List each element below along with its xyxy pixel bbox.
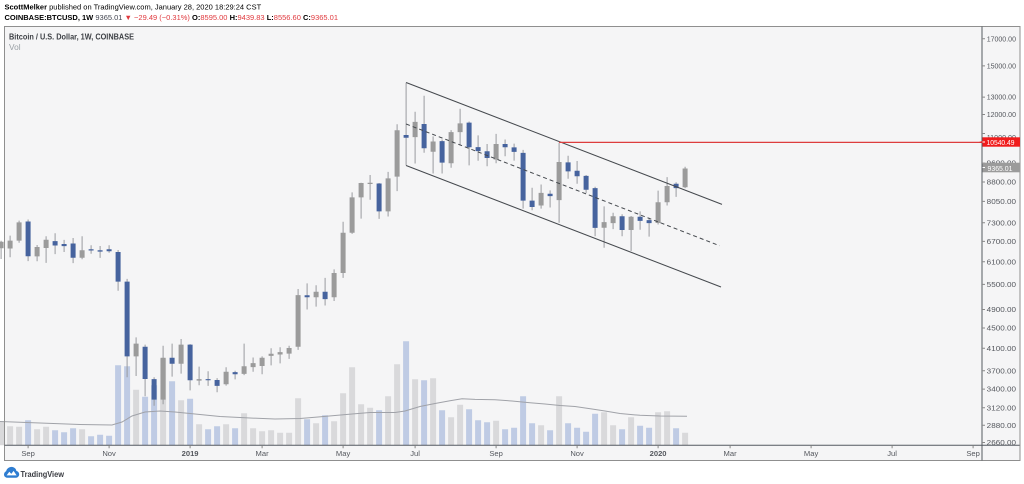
- svg-text:12000.00: 12000.00: [987, 110, 1016, 119]
- svg-text:8050.00: 8050.00: [987, 197, 1016, 206]
- svg-text:2660.00: 2660.00: [987, 438, 1016, 447]
- svg-text:7300.00: 7300.00: [987, 218, 1016, 227]
- svg-text:4100.00: 4100.00: [987, 344, 1016, 353]
- svg-text:3120.00: 3120.00: [987, 403, 1016, 412]
- svg-text:4900.00: 4900.00: [987, 305, 1016, 314]
- svg-text:Vol: Vol: [9, 42, 21, 52]
- svg-text:Jul: Jul: [410, 449, 420, 458]
- svg-text:COINBASE:BTCUSD, 1W 9365.01 ▼: COINBASE:BTCUSD, 1W 9365.01 ▼ −29.49 (−0…: [5, 13, 339, 22]
- svg-text:10540.49: 10540.49: [987, 138, 1015, 147]
- svg-text:9365.01: 9365.01: [988, 164, 1013, 173]
- svg-text:6700.00: 6700.00: [987, 237, 1016, 246]
- svg-text:2019: 2019: [182, 449, 199, 458]
- svg-text:Nov: Nov: [570, 449, 584, 458]
- svg-text:Mar: Mar: [724, 449, 738, 458]
- svg-text:15000.00: 15000.00: [987, 62, 1016, 71]
- svg-text:3400.00: 3400.00: [987, 385, 1016, 394]
- svg-text:Jul: Jul: [887, 449, 897, 458]
- svg-text:Mar: Mar: [256, 449, 270, 458]
- svg-text:May: May: [336, 449, 351, 458]
- svg-text:Sep: Sep: [966, 449, 980, 458]
- svg-text:3700.00: 3700.00: [987, 366, 1016, 375]
- svg-text:TradingView: TradingView: [21, 469, 65, 479]
- svg-text:Nov: Nov: [102, 449, 116, 458]
- svg-text:17000.00: 17000.00: [987, 34, 1016, 43]
- svg-text:8800.00: 8800.00: [987, 178, 1016, 187]
- svg-text:2880.00: 2880.00: [987, 421, 1016, 430]
- svg-text:Sep: Sep: [489, 449, 503, 458]
- svg-text:13000.00: 13000.00: [987, 93, 1016, 102]
- svg-text:6100.00: 6100.00: [987, 257, 1016, 266]
- svg-text:4500.00: 4500.00: [987, 324, 1016, 333]
- svg-text:Bitcoin / U.S. Dollar, 1W, COI: Bitcoin / U.S. Dollar, 1W, COINBASE: [9, 32, 134, 42]
- svg-text:5500.00: 5500.00: [987, 280, 1016, 289]
- svg-text:Sep: Sep: [21, 449, 35, 458]
- svg-text:2020: 2020: [650, 449, 667, 458]
- svg-text:ScottMelker published on Tradi: ScottMelker published on TradingView.com…: [5, 2, 262, 11]
- svg-text:May: May: [804, 449, 819, 458]
